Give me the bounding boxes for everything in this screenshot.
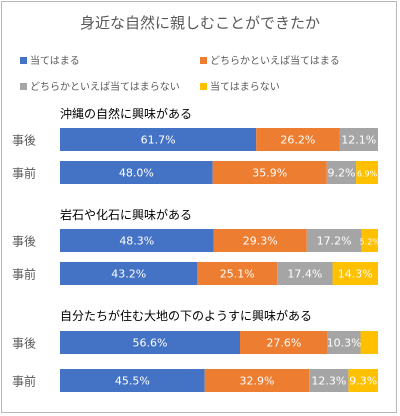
data-label-2-1-2: 29.3% bbox=[243, 235, 278, 248]
row-label-2-2: 事前 bbox=[12, 267, 36, 282]
bar-segment-1-2-4 bbox=[356, 161, 378, 184]
data-label-3-2-1: 45.5% bbox=[115, 375, 150, 388]
data-label-3-1-2: 27.6% bbox=[266, 337, 301, 350]
bar-segment-1-1-1 bbox=[60, 128, 257, 151]
bar-segment-2-2-3 bbox=[277, 262, 333, 285]
data-label-1-1-3: 12.1% bbox=[341, 134, 376, 147]
bar-segment-3-1-3 bbox=[327, 331, 361, 354]
data-label-3-2-4: 9.3% bbox=[349, 375, 377, 388]
bar-segment-2-2-1 bbox=[60, 262, 198, 285]
data-label-2-1-3: 17.2% bbox=[317, 235, 352, 248]
bar-segment-1-2-1 bbox=[60, 161, 213, 184]
data-label-3-1-1: 56.6% bbox=[133, 337, 168, 350]
data-label-2-1-1: 48.3% bbox=[119, 235, 154, 248]
bar-segment-2-2-2 bbox=[197, 262, 278, 285]
bar-segment-3-1-1 bbox=[60, 331, 240, 354]
data-label-1-2-4: 6.9% bbox=[357, 170, 378, 179]
bar-segment-1-1-3 bbox=[339, 128, 378, 151]
data-label-1-2-3: 9.2% bbox=[327, 167, 355, 180]
row-label-1-1: 事後 bbox=[12, 134, 36, 148]
legend-label-1: 当てはまる bbox=[30, 54, 80, 67]
legend-swatch-3 bbox=[20, 83, 27, 90]
group-title-3: 自分たちが住む大地の下のようすに興味がある bbox=[60, 308, 312, 323]
bar-segment-2-1-2 bbox=[213, 229, 307, 252]
row-label-2-1: 事後 bbox=[12, 235, 36, 249]
bar-segment-3-2-4 bbox=[348, 369, 378, 392]
bar-segment-2-1-3 bbox=[306, 229, 362, 252]
bar-segment-1-1-2 bbox=[256, 128, 340, 151]
chart-title: 身近な自然に親しむことができたか bbox=[80, 14, 320, 32]
bar-segment-1-2-2 bbox=[212, 161, 327, 184]
data-label-3-1-3: 10.3% bbox=[327, 337, 362, 350]
bar-segment-3-2-2 bbox=[204, 369, 310, 392]
bar-segment-2-2-4 bbox=[332, 262, 378, 285]
data-label-2-2-1: 43.2% bbox=[111, 268, 146, 281]
legend-label-3: どちらかといえば当てはまらない bbox=[30, 80, 180, 93]
group-title-1: 沖縄の自然に興味がある bbox=[60, 106, 192, 121]
data-label-3-2-3: 12.3% bbox=[311, 375, 346, 388]
legend-swatch-2 bbox=[200, 57, 207, 64]
row-label-3-2: 事前 bbox=[12, 374, 36, 389]
legend-swatch-4 bbox=[200, 83, 207, 90]
data-label-2-2-2: 25.1% bbox=[220, 268, 255, 281]
bar-segment-3-2-3 bbox=[309, 369, 349, 392]
bar-segment-3-2-1 bbox=[60, 369, 205, 392]
bar-segment-2-1-1 bbox=[60, 229, 214, 252]
data-label-2-2-3: 17.4% bbox=[287, 268, 322, 281]
data-label-2-1-4: 5.2% bbox=[360, 238, 381, 247]
data-label-3-2-2: 32.9% bbox=[240, 375, 275, 388]
row-label-1-2: 事前 bbox=[12, 166, 36, 181]
data-label-1-1-2: 26.2% bbox=[280, 134, 315, 147]
data-label-1-2-1: 48.0% bbox=[119, 167, 154, 180]
legend-swatch-1 bbox=[20, 57, 27, 64]
legend-label-4: 当てはまらない bbox=[210, 80, 280, 93]
bar-segment-1-2-3 bbox=[326, 161, 357, 184]
legend-label-2: どちらかといえば当てはまる bbox=[210, 54, 340, 67]
data-label-1-1-1: 61.7% bbox=[141, 134, 176, 147]
data-label-2-2-4: 14.3% bbox=[338, 268, 373, 281]
data-label-1-2-2: 35.9% bbox=[252, 167, 287, 180]
row-label-3-1: 事後 bbox=[12, 337, 36, 351]
bar-segment-3-1-4 bbox=[360, 331, 378, 354]
group-title-2: 岩石や化石に興味がある bbox=[60, 207, 192, 222]
bar-segment-3-1-2 bbox=[239, 331, 328, 354]
bar-segment-2-1-4 bbox=[361, 229, 378, 252]
